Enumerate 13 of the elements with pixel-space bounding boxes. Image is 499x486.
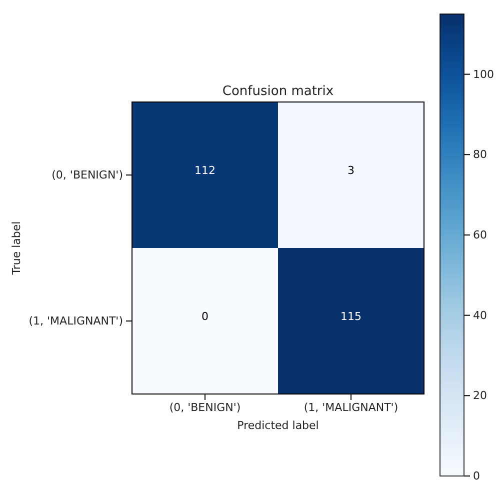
color-bar-label: 0 (473, 470, 480, 483)
data-label: 0 (202, 310, 208, 324)
color-bar-label: 100 (473, 68, 494, 81)
x-axis-title: Predicted label (237, 419, 319, 432)
chart-title: Confusion matrix (222, 84, 334, 99)
color-bar-label: 60 (473, 228, 487, 242)
color-bar-label: 80 (473, 148, 487, 162)
data-label: 115 (340, 310, 362, 324)
y-axis-title: True label (10, 221, 23, 276)
data-label: 112 (194, 164, 216, 178)
data-label: 3 (348, 164, 354, 178)
color-bar-label: 40 (473, 308, 487, 322)
color-bar-label: 20 (473, 389, 487, 402)
